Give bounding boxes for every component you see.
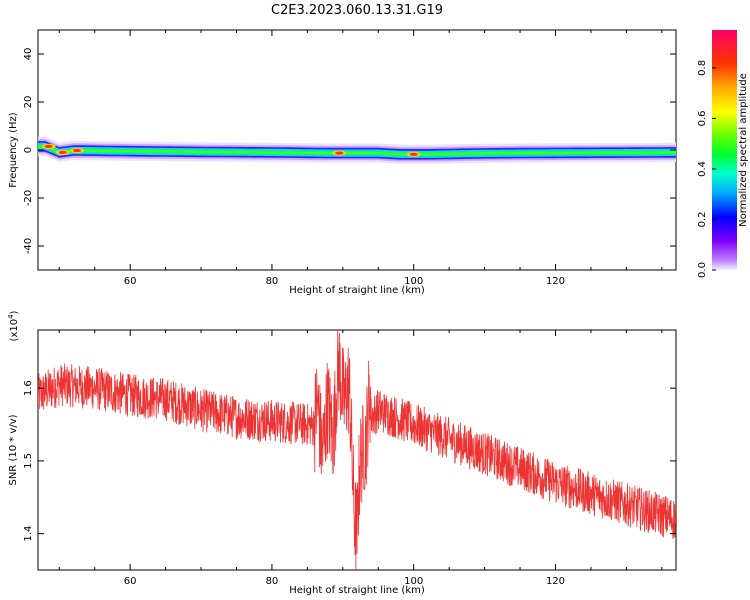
snr-x-tick-label: 120 bbox=[546, 576, 565, 587]
snr-x-tick-label: 100 bbox=[404, 576, 423, 587]
heat-hotspot bbox=[44, 144, 53, 148]
colorbar-ticks: 0.0 0.2 0.4 0.6 0.8 bbox=[697, 60, 716, 278]
snr-x-ticks: 60 80 100 120 bbox=[58, 330, 663, 587]
heat-band-core bbox=[38, 145, 676, 156]
heat-hotspot bbox=[58, 150, 67, 154]
snr-series-line bbox=[38, 330, 676, 570]
spectrogram-y-tick-label: -20 bbox=[23, 190, 34, 206]
spectrogram-y-ticks: -40 -20 0 20 40 bbox=[23, 48, 676, 254]
colorbar-tick-label: 0.2 bbox=[697, 212, 708, 228]
snr-y-multiplier: (x104) bbox=[7, 310, 20, 341]
spectrogram-x-tick-label: 80 bbox=[266, 276, 279, 287]
colorbar: 0.0 0.2 0.4 0.6 0.8 Normalized spectral ampl… bbox=[697, 30, 749, 278]
snr-y-ticks: 1.4 1.5 1.6 bbox=[23, 380, 676, 542]
colorbar-tick-label: 0.0 bbox=[697, 262, 708, 278]
spectrogram-x-tick-label: 60 bbox=[124, 276, 137, 287]
spectrogram-x-tick-label: 100 bbox=[404, 276, 423, 287]
snr-y-tick-label: 1.6 bbox=[23, 380, 34, 396]
colorbar-tick-label: 0.6 bbox=[697, 110, 708, 126]
spectrogram-heat bbox=[38, 136, 676, 164]
snr-x-axis-label: Height of straight line (km) bbox=[289, 585, 425, 596]
snr-x-tick-label: 60 bbox=[124, 576, 137, 587]
colorbar-label: Normalized spectral amplitude bbox=[738, 73, 749, 227]
snr-y-axis-label: SNR (10 * v/v) bbox=[8, 414, 19, 485]
spectrogram-y-axis-label: Frequency (Hz) bbox=[8, 112, 19, 188]
spectrogram-y-tick-label: 20 bbox=[23, 96, 34, 109]
snr-y-tick-label: 1.4 bbox=[23, 526, 34, 542]
spectrogram-y-tick-label: -40 bbox=[23, 238, 34, 254]
heat-hotspot bbox=[72, 148, 81, 153]
heat-hotspot bbox=[409, 152, 418, 156]
spectrogram-x-tick-label: 120 bbox=[546, 276, 565, 287]
colorbar-tick-label: 0.4 bbox=[697, 161, 708, 177]
spectrogram-y-tick-label: 40 bbox=[23, 48, 34, 61]
snr-x-tick-label: 80 bbox=[266, 576, 279, 587]
colorbar-tick-label: 0.8 bbox=[697, 60, 708, 76]
figure-title: C2E3.2023.060.13.31.G19 bbox=[271, 3, 443, 18]
spectrogram-x-axis-label: Height of straight line (km) bbox=[289, 285, 425, 296]
snr-panel: 60 80 100 120 1.4 1.5 1.6 Height of straight … bbox=[7, 310, 677, 596]
heat-hotspot bbox=[335, 151, 344, 155]
spectrogram-x-ticks: 60 80 100 120 bbox=[58, 30, 663, 287]
snr-y-tick-label: 1.5 bbox=[23, 453, 34, 469]
spectrogram-y-tick-label: 0 bbox=[23, 147, 34, 153]
spectrogram-panel: 60 80 100 120 -40 -20 0 20 40 Height of straigh… bbox=[8, 29, 677, 296]
colorbar-gradient bbox=[712, 30, 737, 270]
